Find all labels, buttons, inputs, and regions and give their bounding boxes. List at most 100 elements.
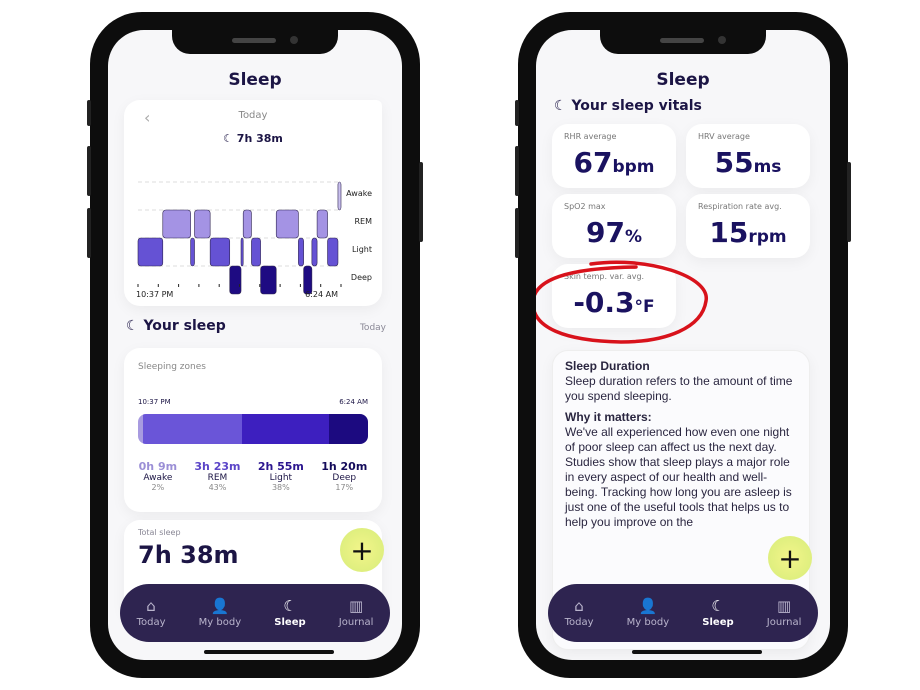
zone-stat: 2h 55m Light 38% (258, 460, 304, 492)
stage-label: Light (352, 245, 372, 254)
back-chevron-icon[interactable]: ‹ (144, 108, 151, 127)
stage-segment-light (311, 237, 318, 267)
stage-segment-rem (242, 209, 252, 239)
stage-segment-light (137, 237, 164, 267)
info-text: Sleep duration refers to the amount of t… (565, 374, 793, 403)
moon-icon: ☾ (283, 597, 297, 615)
zone-stat: 0h 9m Awake 2% (139, 460, 177, 492)
hypnogram-chart: Awake REM Light Deep (137, 181, 372, 295)
person-icon: 👤 (210, 597, 230, 615)
stage-label: REM (354, 217, 372, 226)
nav-item-sleep[interactable]: ☾ Sleep (702, 598, 733, 628)
stage-segment-light (240, 237, 244, 267)
info-heading: Sleep Duration (565, 359, 650, 373)
vital-value: 67 (573, 146, 613, 179)
info-heading-2: Why it matters: (565, 410, 652, 424)
nav-label: Sleep (274, 617, 306, 628)
vital-unit: bpm (612, 157, 655, 177)
nav-label: Today (136, 617, 166, 628)
home-icon: ⌂ (146, 597, 156, 615)
zone-name: Deep (332, 473, 357, 483)
day-label: Today (238, 110, 268, 121)
zone-time: 3h 23m (194, 460, 241, 473)
vital-label: HRV average (698, 132, 750, 141)
sleeping-zones-card: Sleeping zones 10:37 PM 6:24 AM 0h 9m Awa… (124, 348, 382, 512)
add-button[interactable]: + (768, 536, 812, 580)
red-circle-annotation (536, 260, 708, 344)
vital-card-2: SpO2 max 97% (552, 194, 676, 258)
nav-label: My body (198, 617, 242, 628)
nav-item-my-body[interactable]: 👤 My body (627, 598, 669, 628)
nav-label: My body (626, 617, 670, 628)
vital-value: -0.3 (573, 286, 635, 319)
zone-pct: 2% (151, 483, 165, 492)
stage-segment-awake (337, 181, 342, 211)
zone-time: 1h 20m (321, 460, 368, 473)
stage-label: Deep (351, 273, 372, 282)
add-button[interactable]: + (340, 528, 384, 572)
vital-card-4: Skin temp. var. avg. -0.3°F (552, 264, 676, 328)
vital-unit: % (624, 227, 642, 247)
zone-time: 0h 9m (138, 460, 178, 473)
zones-bar (138, 414, 368, 444)
zone-segment-light (241, 414, 329, 444)
start-time: 10:37 PM (136, 290, 174, 299)
stage-segment-light (298, 237, 304, 267)
vital-unit: °F (634, 297, 655, 317)
home-icon: ⌂ (574, 597, 584, 615)
total-label: Total sleep (138, 528, 181, 537)
zone-name: Light (269, 473, 293, 483)
total-value: 7h 38m (138, 541, 239, 569)
duration: 7h 38m (236, 132, 283, 145)
vital-card-0: RHR average 67bpm (552, 124, 676, 188)
nav-item-today[interactable]: ⌂ Today (565, 598, 594, 628)
stage-segment-light (327, 237, 339, 267)
vital-value: 97 (585, 216, 625, 249)
section-title: Your sleep vitals (571, 98, 702, 114)
nav-item-my-body[interactable]: 👤 My body (199, 598, 241, 628)
section-date[interactable]: Today (359, 323, 386, 333)
stage-segment-light (209, 237, 231, 267)
nav-item-journal[interactable]: ▥ Journal (339, 598, 374, 628)
vital-unit: ms (753, 157, 782, 177)
zone-segment-rem (142, 414, 242, 444)
zone-pct: 43% (208, 483, 227, 492)
book-icon: ▥ (777, 597, 792, 615)
moon-icon: ☾ (711, 597, 725, 615)
vital-card-1: HRV average 55ms (686, 124, 810, 188)
zones-end: 6:24 AM (339, 398, 368, 406)
stage-segment-light (251, 237, 261, 267)
stage-segment-deep (303, 265, 313, 295)
stage-segment-deep (229, 265, 242, 295)
book-icon: ▥ (349, 597, 364, 615)
zones-title: Sleeping zones (138, 362, 206, 372)
stage-segment-rem (316, 209, 328, 239)
zone-name: REM (207, 473, 228, 483)
vital-unit: rpm (748, 227, 787, 247)
stage-segment-rem (275, 209, 299, 239)
person-icon: 👤 (638, 597, 658, 615)
zone-segment-deep (328, 414, 368, 444)
vital-value: 15 (709, 216, 749, 249)
vital-label: RHR average (564, 132, 617, 141)
nav-label: Journal (766, 617, 802, 628)
vital-value: 55 (714, 146, 754, 179)
end-time: 6:24 AM (305, 290, 338, 299)
zone-pct: 17% (335, 483, 354, 492)
vital-label: Skin temp. var. avg. (564, 272, 645, 281)
stage-segment-light (190, 237, 195, 267)
stage-segment-rem (194, 209, 211, 239)
zone-segment-awake (138, 414, 143, 444)
zone-stat: 3h 23m REM 43% (194, 460, 240, 492)
page-title: Sleep (656, 70, 710, 90)
moon-icon: ☾ (223, 132, 237, 145)
nav-item-today[interactable]: ⌂ Today (137, 598, 166, 628)
nav-item-sleep[interactable]: ☾ Sleep (274, 598, 305, 628)
nav-label: Journal (338, 617, 374, 628)
zone-pct: 38% (271, 483, 290, 492)
nav-item-journal[interactable]: ▥ Journal (767, 598, 802, 628)
hypnogram-card: ‹ Today ☾ 7h 38m Awake REM Light Deep 10:37… (124, 100, 382, 306)
nav-label: Today (564, 617, 594, 628)
stage-segment-rem (162, 209, 191, 239)
zone-time: 2h 55m (257, 460, 304, 473)
